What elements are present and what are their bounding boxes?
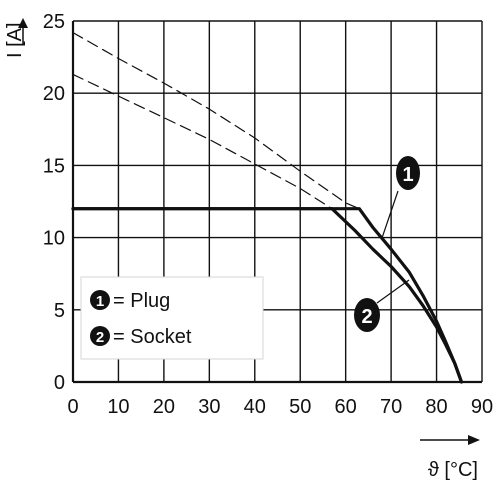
legend-box <box>80 276 264 360</box>
tick-labels: 0 10 20 30 40 50 60 70 80 90 0 5 10 15 20 25 <box>43 11 493 418</box>
curve-badge-plug <box>396 156 420 190</box>
x-tick-label: 10 <box>107 396 129 418</box>
y-tick-label: 10 <box>43 228 65 250</box>
callout-line-plug <box>381 190 399 239</box>
legend-marker-socket <box>90 326 110 346</box>
curve-badge-socket <box>354 298 380 332</box>
y-axis-arrow-icon <box>18 18 28 28</box>
series-line-socket <box>71 207 464 384</box>
legend-marker-label-socket: 2 <box>96 329 104 346</box>
curve-badge-label-plug: 1 <box>402 164 413 186</box>
series-line-plug-dashed <box>72 31 360 210</box>
callout-line-socket <box>376 279 410 304</box>
legend-marker-label-plug: 1 <box>96 293 104 310</box>
x-tick-label: 30 <box>198 396 220 418</box>
legend: 1 = Plug 2 = Socket <box>80 276 264 360</box>
x-tick-label: 60 <box>335 396 357 418</box>
x-axis-arrow-icon <box>468 435 480 445</box>
legend-label-socket: = Socket <box>113 326 192 348</box>
x-tick-label: 70 <box>380 396 402 418</box>
x-tick-label: 0 <box>67 396 78 418</box>
x-axis-title: ϑ [°C] <box>428 459 478 481</box>
legend-item-socket: 2 = Socket <box>90 326 192 348</box>
axis-titles: I [A] ϑ [°C] <box>4 18 480 481</box>
y-tick-label: 0 <box>54 372 65 394</box>
x-tick-label: 50 <box>289 396 311 418</box>
x-tick-label: 40 <box>244 396 266 418</box>
y-tick-label: 5 <box>54 300 65 322</box>
y-tick-label: 20 <box>43 83 65 105</box>
y-tick-label: 25 <box>43 11 65 33</box>
x-tick-label: 80 <box>425 396 447 418</box>
curve-badges: 1 2 <box>354 156 420 332</box>
y-axis-title: I [A] <box>4 22 26 58</box>
legend-label-plug: = Plug <box>113 290 170 312</box>
curve-badge-label-socket: 2 <box>361 306 372 328</box>
series <box>71 31 464 384</box>
legend-marker-plug <box>90 290 110 310</box>
legend-item-plug: 1 = Plug <box>90 290 170 312</box>
x-tick-label: 90 <box>471 396 493 418</box>
x-tick-label: 20 <box>153 396 175 418</box>
y-tick-label: 15 <box>43 155 65 177</box>
series-line-socket-dashed <box>72 73 333 210</box>
